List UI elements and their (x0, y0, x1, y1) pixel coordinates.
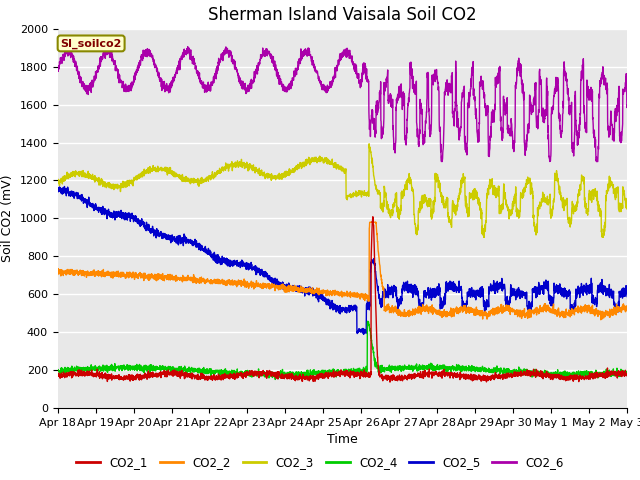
CO2_2 (272, 284, 280, 290)
CO2_6 (297, 46, 305, 52)
CO2_1 (297, 375, 305, 381)
CO2_6 (623, 102, 631, 108)
CO2_3 (365, 141, 373, 147)
CO2_5 (153, 234, 161, 240)
CO2_3 (152, 168, 160, 173)
CO2_3 (297, 163, 305, 169)
CO2_4 (297, 373, 305, 379)
CO2_2 (366, 219, 374, 225)
CO2_6 (551, 90, 559, 96)
Title: Sherman Island Vaisala Soil CO2: Sherman Island Vaisala Soil CO2 (208, 6, 477, 24)
CO2_3 (272, 175, 280, 181)
CO2_5 (119, 211, 127, 217)
CO2_4 (152, 366, 160, 372)
CO2_4 (273, 371, 280, 377)
Line: CO2_1: CO2_1 (58, 217, 627, 382)
CO2_4 (612, 369, 620, 375)
Text: SI_soilco2: SI_soilco2 (60, 38, 122, 48)
CO2_4 (54, 368, 61, 373)
CO2_5 (297, 289, 305, 295)
CO2_2 (612, 308, 620, 314)
CO2_2 (297, 283, 305, 289)
CO2_1 (272, 373, 280, 379)
X-axis label: Time: Time (327, 433, 358, 446)
Line: CO2_3: CO2_3 (58, 144, 627, 238)
CO2_3 (118, 184, 126, 190)
CO2_6 (119, 82, 127, 88)
CO2_4 (364, 318, 371, 324)
CO2_1 (54, 372, 61, 378)
CO2_1 (369, 214, 377, 220)
CO2_4 (118, 364, 126, 370)
CO2_6 (438, 158, 445, 164)
CO2_4 (551, 370, 559, 376)
CO2_4 (271, 377, 279, 383)
CO2_2 (152, 273, 160, 279)
CO2_5 (54, 188, 61, 193)
CO2_2 (54, 272, 61, 277)
CO2_1 (551, 372, 559, 377)
CO2_4 (623, 370, 631, 376)
CO2_3 (551, 170, 559, 176)
CO2_5 (623, 294, 631, 300)
Line: CO2_5: CO2_5 (58, 187, 627, 334)
Line: CO2_2: CO2_2 (58, 222, 627, 320)
CO2_2 (118, 274, 126, 279)
CO2_5 (61, 184, 68, 190)
CO2_6 (273, 68, 280, 74)
CO2_3 (598, 235, 606, 240)
CO2_1 (152, 374, 160, 380)
CO2_1 (623, 372, 631, 377)
CO2_6 (612, 108, 620, 113)
CO2_6 (65, 42, 72, 48)
CO2_6 (54, 63, 61, 69)
CO2_2 (597, 317, 605, 323)
CO2_3 (612, 195, 620, 201)
CO2_5 (360, 331, 367, 337)
Legend: CO2_1, CO2_2, CO2_3, CO2_4, CO2_5, CO2_6: CO2_1, CO2_2, CO2_3, CO2_4, CO2_5, CO2_6 (72, 452, 568, 474)
CO2_5 (612, 303, 620, 309)
CO2_3 (54, 180, 61, 186)
CO2_5 (551, 283, 559, 289)
CO2_6 (153, 68, 161, 73)
Line: CO2_4: CO2_4 (58, 321, 627, 380)
CO2_1 (118, 375, 126, 381)
Y-axis label: Soil CO2 (mV): Soil CO2 (mV) (1, 175, 14, 262)
CO2_2 (551, 309, 559, 314)
CO2_3 (623, 204, 631, 210)
CO2_2 (623, 304, 631, 310)
CO2_1 (386, 379, 394, 385)
CO2_1 (612, 370, 620, 375)
CO2_5 (273, 281, 280, 287)
Line: CO2_6: CO2_6 (58, 45, 627, 161)
